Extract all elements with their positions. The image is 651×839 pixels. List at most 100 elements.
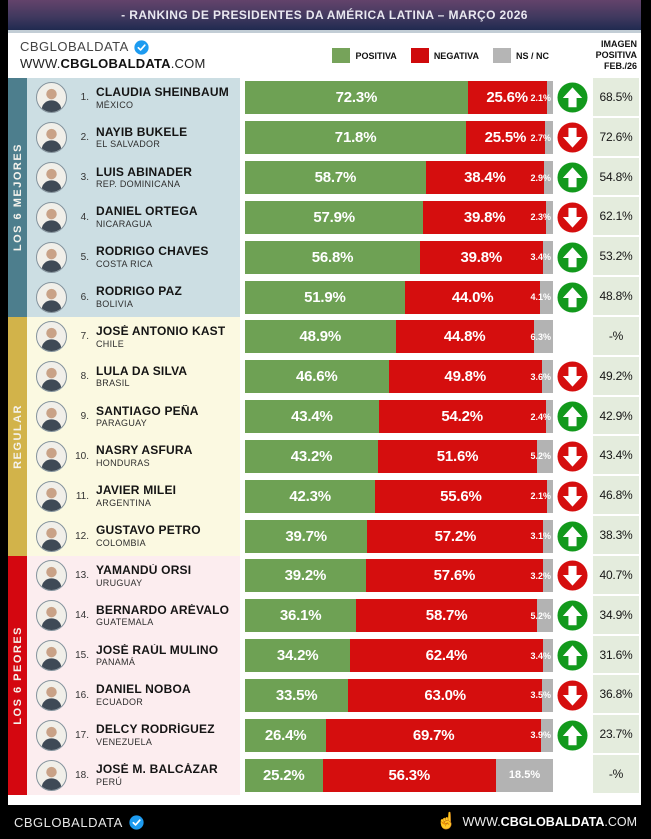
- approval-bar-zone: 43.4% 54.2% 2.4%: [240, 396, 553, 437]
- header: CBGLOBALDATA WWW.CBGLOBALDATA.COM POSITI…: [8, 30, 641, 78]
- previous-positive-value: -%: [608, 767, 624, 782]
- hand-cursor-icon: ☝: [436, 813, 457, 830]
- positive-value: 36.1%: [279, 607, 322, 625]
- negative-value: 62.4%: [425, 647, 468, 665]
- positive-segment: 43.2%: [245, 439, 379, 473]
- footer: CBGLOBALDATA ☝ WWW.CBGLOBALDATA.COM: [0, 805, 651, 839]
- trend-down-icon: [556, 441, 588, 472]
- negative-segment: 57.6%: [365, 559, 544, 593]
- nsnc-value: 3.2%: [530, 570, 551, 581]
- trend-cell: [553, 635, 591, 676]
- nsnc-segment: [546, 81, 553, 115]
- president-country: GUATEMALA: [96, 617, 154, 628]
- president-info: 8. LULA DA SILVA BRASIL: [27, 356, 240, 397]
- nsnc-segment: [543, 559, 553, 593]
- nsnc-value: 5.2%: [530, 451, 551, 462]
- group-sidebar: LOS 6 PEORES: [8, 556, 27, 795]
- approval-bar-zone: 58.7% 38.4% 2.9%: [240, 157, 553, 198]
- positive-value: 42.3%: [289, 487, 331, 505]
- president-photo: [36, 321, 67, 353]
- president-row: 18. JOSÉ M. BALCÁZAR PERÚ 25.2% 56.3% 18…: [27, 755, 641, 795]
- president-photo: [36, 401, 67, 433]
- positive-segment: 34.2%: [245, 639, 351, 673]
- president-photo: [36, 560, 67, 592]
- rank-number: 12.: [75, 530, 89, 542]
- negative-value: 44.8%: [443, 328, 486, 346]
- url-suffix: .COM: [170, 55, 206, 71]
- previous-positive-value: 31.6%: [599, 647, 633, 662]
- brand-logo-text: CBGLOBALDATA: [20, 39, 129, 55]
- page-title: - RANKING DE PRESIDENTES DA AMÉRICA LATI…: [121, 8, 528, 22]
- approval-bar-zone: 71.8% 25.5% 2.7%: [240, 117, 553, 158]
- approval-bar-zone: 43.2% 51.6% 5.2%: [240, 436, 553, 477]
- president-row: 16. DANIEL NOBOA ECUADOR 33.5% 63.0% 3.5…: [27, 675, 641, 716]
- url-prefix: WWW.: [462, 815, 501, 829]
- nsnc-value: 5.2%: [530, 610, 551, 621]
- negative-value: 39.8%: [463, 208, 506, 226]
- president-country: HONDURAS: [96, 458, 150, 469]
- brand-url[interactable]: WWW.CBGLOBALDATA.COM: [20, 56, 206, 72]
- negative-value: 55.6%: [440, 487, 482, 505]
- name-block: NASRY ASFURA HONDURAS: [96, 444, 193, 468]
- url-prefix: WWW.: [20, 55, 61, 71]
- group-sidebar: LOS 6 MEJORES: [8, 78, 27, 317]
- nsnc-segment: [533, 320, 553, 354]
- president-row: 14. BERNARDO ARÉVALO GUATEMALA 36.1% 58.…: [27, 595, 641, 636]
- president-info: 7. JOSÉ ANTONIO KAST CHILE: [27, 317, 240, 357]
- imagen-positiva-cell: 49.2%: [593, 356, 639, 397]
- president-row: 13. YAMANDÚ ORSI URUGUAY 39.2% 57.6% 3.2…: [27, 556, 641, 596]
- nsnc-value: 6.3%: [530, 331, 551, 342]
- bottom-gap: [8, 795, 641, 805]
- nsnc-value: 2.7%: [530, 132, 551, 143]
- negative-segment: 49.8%: [388, 360, 542, 394]
- previous-positive-value: 23.7%: [599, 727, 633, 742]
- president-info: 3. LUIS ABINADER REP. DOMINICANA: [27, 157, 240, 198]
- previous-positive-value: 38.3%: [599, 528, 633, 543]
- positive-segment: 72.3%: [245, 81, 468, 115]
- trend-up-icon: [556, 720, 588, 751]
- nsnc-segment: [541, 360, 553, 394]
- president-name: DANIEL NOBOA: [96, 683, 191, 697]
- president-info: 18. JOSÉ M. BALCÁZAR PERÚ: [27, 755, 240, 795]
- negative-segment: 44.0%: [404, 280, 541, 314]
- president-name: DELCY RODRÍGUEZ: [96, 723, 215, 737]
- president-country: CHILE: [96, 338, 125, 349]
- group-rows: 7. JOSÉ ANTONIO KAST CHILE 48.9% 44.8% 6…: [27, 317, 641, 556]
- positive-segment: 42.3%: [245, 479, 376, 513]
- negative-segment: 62.4%: [350, 639, 543, 673]
- nsnc-segment: [536, 439, 553, 473]
- rank-number: 1.: [80, 92, 89, 104]
- content-area: - RANKING DE PRESIDENTES DA AMÉRICA LATI…: [8, 0, 641, 805]
- imagen-positiva-cell: 53.2%: [593, 237, 639, 278]
- footer-logo-text: CBGLOBALDATA: [14, 814, 123, 830]
- president-name: YAMANDÚ ORSI: [96, 563, 192, 577]
- negative-segment: 44.8%: [395, 320, 534, 354]
- positive-value: 48.9%: [299, 328, 342, 346]
- trend-cell: [553, 117, 591, 158]
- approval-bar: 71.8% 25.5% 2.7%: [245, 121, 553, 155]
- previous-positive-value: 68.5%: [599, 89, 633, 104]
- nsnc-value: 3.9%: [530, 730, 551, 741]
- nsnc-segment: [545, 200, 553, 234]
- rank-number: 10.: [75, 450, 89, 462]
- nsnc-segment: [542, 639, 553, 673]
- positive-segment: 43.4%: [245, 400, 379, 434]
- president-row: 11. JAVIER MILEI ARGENTINA 42.3% 55.6% 2…: [27, 476, 641, 517]
- positive-value: 39.2%: [284, 567, 327, 585]
- president-info: 6. RODRIGO PAZ BOLIVIA: [27, 277, 240, 317]
- nsnc-value: 2.1%: [530, 491, 551, 502]
- nsnc-segment: [540, 280, 553, 314]
- previous-positive-value: 36.8%: [599, 687, 633, 702]
- name-block: RODRIGO CHAVES COSTA RICA: [96, 245, 209, 269]
- president-photo: [36, 122, 67, 154]
- president-name: JOSÉ RAÚL MULINO: [96, 643, 219, 657]
- imagen-positiva-cell: -%: [593, 755, 639, 795]
- footer-url[interactable]: ☝ WWW.CBGLOBALDATA.COM: [437, 814, 637, 830]
- approval-bar: 56.8% 39.8% 3.4%: [245, 240, 553, 274]
- previous-positive-value: 40.7%: [599, 567, 633, 582]
- trend-cell: [553, 356, 591, 397]
- approval-bar-zone: 51.9% 44.0% 4.1%: [240, 277, 553, 317]
- previous-positive-value: 46.8%: [599, 488, 633, 503]
- trend-cell: [553, 197, 591, 238]
- approval-bar-zone: 39.7% 57.2% 3.1%: [240, 516, 553, 556]
